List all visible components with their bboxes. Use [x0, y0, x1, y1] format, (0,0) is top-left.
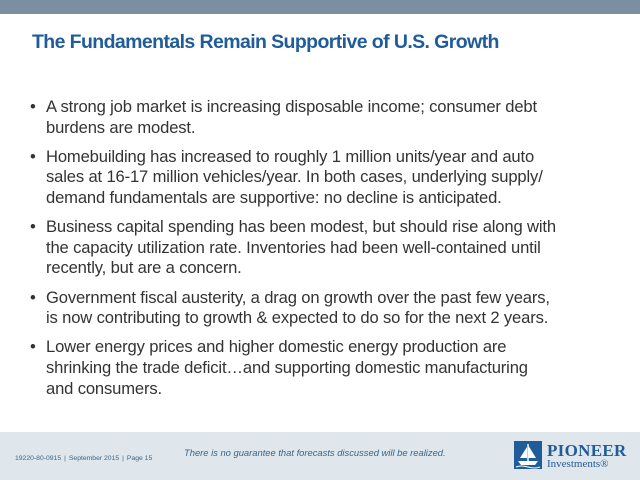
bullet-line: burdens are modest.	[46, 117, 196, 137]
forecast-disclaimer: There is no guarantee that forecasts dis…	[184, 447, 446, 458]
bullet-dot: •	[30, 97, 36, 116]
pioneer-ship-logo-icon	[514, 441, 542, 469]
bullet-item: • Lower energy prices and higher domestic…	[30, 337, 630, 399]
bullet-line: sales at 16-17 million vehicles/year. In…	[46, 167, 543, 187]
pioneer-logo: PIONEER Investments®	[514, 441, 630, 471]
bullet-item: • Government fiscal austerity, a drag on …	[30, 288, 630, 329]
bullet-item: • Business capital spending has been mode…	[30, 217, 630, 279]
bullet-dot: •	[30, 287, 36, 307]
bullet-line: Government fiscal austerity, a drag on g…	[46, 287, 550, 307]
bullet-line: recently, but are a concern.	[46, 258, 242, 278]
slide-title: The Fundamentals Remain Supportive of U.…	[32, 31, 499, 53]
footer-meta: 19220-80-0915 | September 2015 | Page 15	[15, 455, 152, 462]
bullet-list: • A strong job market is increasing dispo…	[30, 97, 630, 408]
bullet-item: • Homebuilding has increased to roughly 1…	[30, 147, 630, 209]
bullet-line: Homebuilding has increased to roughly 1 …	[46, 146, 535, 166]
bullet-item: • A strong job market is increasing dispo…	[30, 97, 630, 138]
bullet-line: shrinking the trade deficit…and supporti…	[46, 357, 528, 377]
doc-date: September 2015	[68, 455, 120, 462]
bullet-line: A strong job market is increasing dispos…	[46, 97, 537, 116]
bullet-line: Lower energy prices and higher domestic …	[46, 337, 507, 357]
top-bar	[0, 0, 640, 14]
bullet-dot: •	[30, 146, 36, 166]
bullet-dot: •	[30, 217, 36, 237]
page-number: Page 15	[126, 455, 153, 462]
meta-separator: |	[64, 455, 66, 462]
bullet-line: the capacity utilization rate. Inventori…	[46, 237, 541, 257]
bullet-line: is now contributing to growth & expected…	[46, 308, 549, 328]
logo-wordmark-investments: Investments®	[547, 458, 609, 470]
doc-id: 19220-80-0915	[15, 455, 62, 462]
logo-wordmark-pioneer: PIONEER	[547, 441, 627, 460]
meta-separator: |	[122, 455, 124, 462]
bullet-line: and consumers.	[46, 378, 162, 398]
bullet-dot: •	[30, 337, 36, 357]
bullet-line: demand fundamentals are supportive: no d…	[46, 187, 502, 207]
bullet-line: Business capital spending has been modes…	[46, 217, 556, 237]
